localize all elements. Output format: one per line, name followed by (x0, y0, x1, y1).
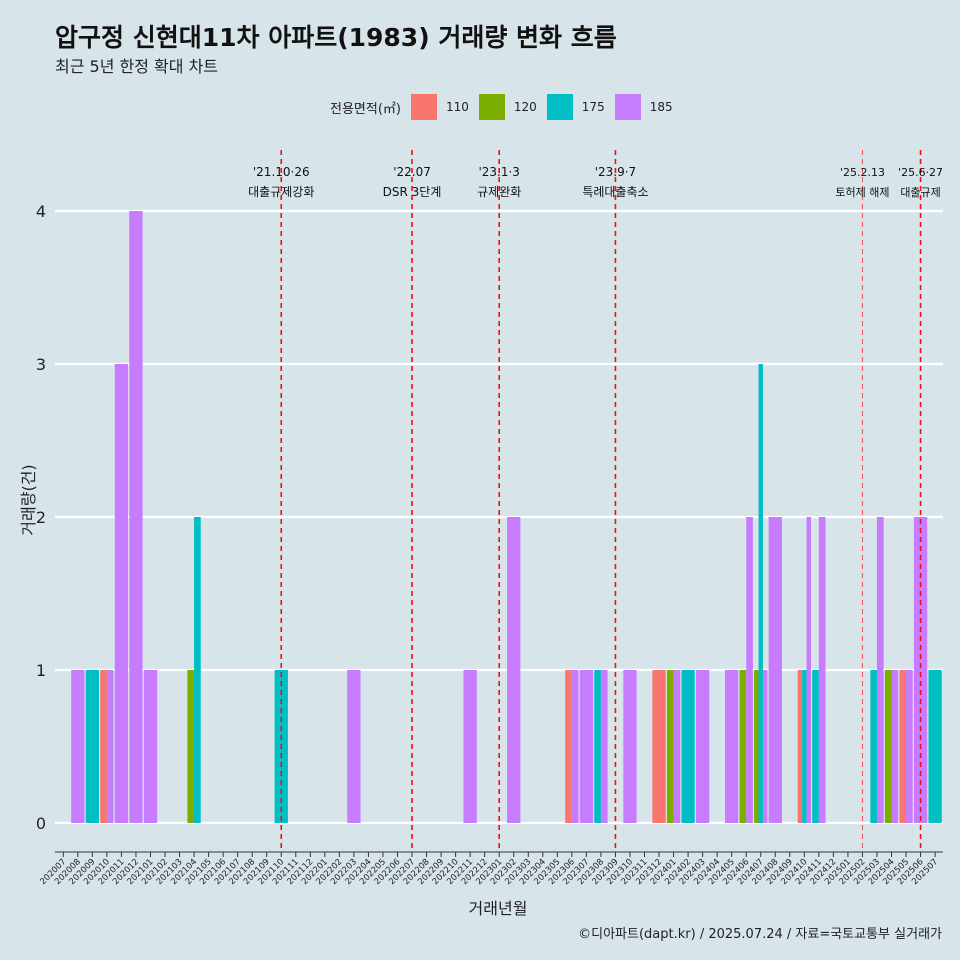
legend-swatch-185 (614, 94, 641, 120)
bar-202312-110 (652, 670, 666, 823)
legend-item-110: 110 (410, 94, 469, 120)
bar-202308-175 (594, 670, 601, 823)
bar-202504-120 (884, 670, 892, 823)
legend-title: 전용면적(㎡) (330, 101, 401, 117)
bar-202410-175 (802, 670, 807, 823)
bar-202410-185 (806, 517, 811, 823)
bar-202403-185 (695, 670, 710, 823)
bar-202503-175 (870, 670, 877, 823)
bar-202411-185 (818, 517, 826, 823)
event-markers: '21.10·26 대출규제강화 '22.07 DSR 3단계 '23.1·3 규제완화 '… (248, 150, 943, 852)
source-caption: ©디아파트(dapt.kr) / 2025.07.24 / 자료=국토교통부 실… (578, 927, 942, 942)
y-axis: 0 1 2 3 4 (36, 202, 46, 833)
bar-202008-185 (71, 670, 85, 823)
legend: 전용면적(㎡) 110 120 175 185 (330, 93, 683, 121)
bar-202506-185 (913, 517, 928, 823)
bar-202306-110 (565, 670, 572, 823)
legend-label-185: 185 (649, 100, 673, 114)
x-axis-label: 거래년월 (469, 899, 528, 918)
legend-item-185: 185 (614, 94, 673, 120)
bar-202302-185 (507, 517, 521, 823)
bar-202104-120 (187, 670, 195, 823)
bar-202009-175 (85, 670, 100, 823)
event-label: 규제완화 (477, 185, 521, 199)
bar-202411-175 (812, 670, 819, 823)
bar-202407-175 (758, 364, 763, 823)
bar-202401-120 (666, 670, 674, 823)
event-label: 토허제 해제 (835, 185, 889, 199)
bar-202408-185 (768, 517, 782, 823)
event-date: '22.07 (393, 165, 431, 179)
grid-lines (55, 209, 943, 825)
y-tick-label: 4 (36, 202, 46, 221)
bar-202012-185 (129, 211, 143, 823)
event-label: DSR 3단계 (383, 185, 442, 199)
bar-202306-185 (571, 670, 579, 823)
bar-202211-185 (463, 670, 477, 823)
event-date: '21.10·26 (253, 165, 310, 179)
bar-202410-110 (797, 670, 803, 823)
bar-202104-175 (194, 517, 201, 823)
bar-202402-175 (681, 670, 695, 823)
y-tick-label: 3 (36, 355, 46, 374)
bars (71, 211, 942, 823)
event-date: '23.9·7 (595, 165, 636, 179)
bar-202405-185 (725, 670, 739, 823)
bar-202010-110 (100, 670, 107, 823)
bar-202101-185 (143, 670, 158, 823)
event-label: 특례대출축소 (582, 185, 648, 199)
bar-202011-185 (114, 364, 129, 823)
bar-202407-120 (754, 670, 759, 823)
legend-swatch-175 (546, 94, 573, 120)
legend-item-120: 120 (478, 94, 537, 120)
chart-title: 압구정 신현대11차 아파트(1983) 거래량 변화 흐름 (55, 23, 617, 52)
bar-202407-185 (762, 670, 768, 823)
bar-202505-110 (899, 670, 907, 823)
event-date: '25.6·27 (898, 166, 943, 179)
bar-202401-185 (673, 670, 681, 823)
bar-202310-185 (623, 670, 637, 823)
x-axis: 2020072020082020092020102020112020122021… (38, 851, 943, 887)
event-date: '23.1·3 (478, 165, 519, 179)
y-tick-label: 0 (36, 814, 46, 833)
legend-label-120: 120 (513, 100, 537, 114)
bar-202503-185 (876, 517, 884, 823)
legend-item-175: 175 (546, 94, 605, 120)
event-label: 대출규제 (900, 186, 940, 199)
event-date: '25.2.13 (840, 166, 885, 179)
legend-swatch-110 (410, 94, 437, 120)
bar-202307-185 (579, 670, 594, 823)
bar-202504-185 (891, 670, 899, 823)
legend-label-110: 110 (445, 100, 469, 114)
bar-202406-120 (739, 670, 747, 823)
bar-202010-185 (106, 670, 114, 823)
event-label: 대출규제강화 (248, 185, 314, 199)
bar-202308-185 (600, 670, 608, 823)
bar-202505-185 (906, 670, 913, 823)
chart-subtitle: 최근 5년 한정 확대 차트 (55, 57, 219, 76)
legend-label-175: 175 (581, 100, 605, 114)
bar-202507-175 (928, 670, 942, 823)
y-tick-label: 1 (36, 661, 46, 680)
y-tick-label: 2 (36, 508, 46, 527)
bar-202203-185 (347, 670, 361, 823)
bar-202406-185 (746, 517, 753, 823)
legend-swatch-120 (478, 94, 505, 120)
y-axis-label: 거래량(건) (19, 464, 38, 535)
